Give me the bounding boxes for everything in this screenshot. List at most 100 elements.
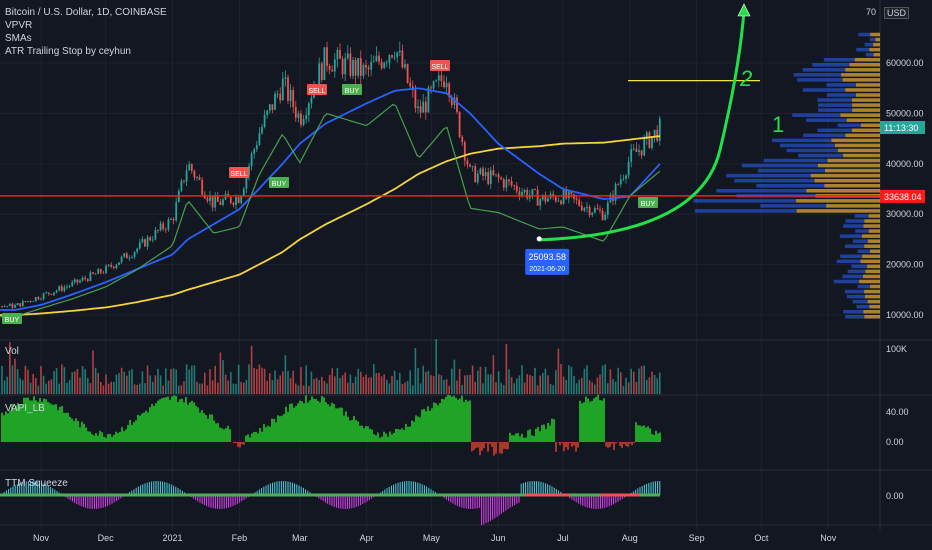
vapi-bar xyxy=(413,421,415,442)
volume-bar xyxy=(497,371,500,394)
volume-bar xyxy=(300,367,302,394)
indicator-atr[interactable]: ATR Trailing Stop by ceyhun xyxy=(5,46,131,57)
volume-bar xyxy=(6,376,8,394)
candle-body xyxy=(619,179,622,185)
vapi-bar xyxy=(19,404,21,442)
candle-body xyxy=(372,60,375,62)
vapi-bar xyxy=(91,434,93,442)
indicator-vpvr[interactable]: VPVR xyxy=(5,20,33,31)
time-tick-label: Aug xyxy=(622,533,638,543)
volume-bar xyxy=(555,370,557,394)
vpvr-bar xyxy=(826,93,857,97)
vapi-bar xyxy=(205,415,207,442)
candle-body xyxy=(544,194,547,202)
signal-buy-badge xyxy=(342,84,362,95)
time-tick-label: Feb xyxy=(232,533,248,543)
vapi-bar xyxy=(349,420,351,442)
vpvr-bar xyxy=(817,98,852,102)
vapi-bar xyxy=(375,435,377,442)
candle-body xyxy=(310,97,313,104)
vapi-bar xyxy=(241,442,243,445)
volume-bar xyxy=(360,371,362,394)
candle-body xyxy=(222,199,224,205)
vapi-bar xyxy=(385,433,387,442)
signal-sell-badge xyxy=(430,60,450,71)
vpvr-bar xyxy=(812,63,850,67)
vpvr-bar xyxy=(867,299,880,304)
vapi-bar xyxy=(489,442,491,444)
price-tick-label: 20000.00 xyxy=(886,260,924,270)
candle-body xyxy=(419,106,422,113)
candle-body xyxy=(596,208,599,210)
vpvr-bar xyxy=(734,178,815,183)
candle-body xyxy=(456,97,458,112)
volume-bar xyxy=(451,368,453,394)
volume-bar xyxy=(305,365,307,394)
volume-bar xyxy=(534,367,536,394)
vapi-bar xyxy=(219,427,221,442)
vapi-bar xyxy=(425,411,427,442)
candle-body xyxy=(21,301,24,307)
candle-body xyxy=(471,166,474,167)
vapi-bar xyxy=(105,437,107,442)
vpvr-bar xyxy=(851,98,880,102)
vpvr-bar xyxy=(864,315,880,319)
vapi-bar xyxy=(363,428,365,442)
vpvr-bar xyxy=(864,219,880,223)
top-price-tick: 70 xyxy=(866,7,877,17)
vapi-bar xyxy=(657,433,659,442)
volume-bar xyxy=(349,374,352,394)
volume-bar xyxy=(219,352,222,394)
vapi-bar xyxy=(431,408,433,442)
vpvr-bar xyxy=(869,304,880,309)
vapi-bar xyxy=(139,415,141,442)
candle-body xyxy=(435,80,438,82)
volume-bar xyxy=(55,368,58,394)
candle-body xyxy=(279,93,282,101)
vapi-bar xyxy=(445,396,447,442)
vpvr-bar xyxy=(844,289,865,294)
candle-body xyxy=(92,272,94,274)
candle-body xyxy=(466,160,469,165)
candle-body xyxy=(167,219,170,230)
candle-body xyxy=(300,113,302,125)
vapi-bar xyxy=(447,394,449,442)
vapi-bar xyxy=(361,425,363,442)
vapi-bar xyxy=(379,437,381,442)
vapi-pane xyxy=(1,394,661,456)
vapi-bar xyxy=(175,395,177,442)
candle-body xyxy=(294,106,297,118)
volume-bar xyxy=(380,376,383,394)
indicator-smas[interactable]: SMAs xyxy=(5,33,32,44)
candle-body xyxy=(354,60,357,76)
candle-body xyxy=(172,219,175,221)
volume-bar xyxy=(224,374,227,394)
vpvr-bar xyxy=(845,88,880,92)
vapi-bar xyxy=(143,412,145,442)
candle-body xyxy=(136,248,139,252)
candle-body xyxy=(159,223,162,231)
currency-selector[interactable]: USD xyxy=(884,7,910,19)
volume-bar xyxy=(336,367,339,394)
candle-body xyxy=(144,239,146,247)
vapi-bar xyxy=(647,426,649,442)
candle-body xyxy=(588,206,591,216)
volume-bar xyxy=(513,383,515,394)
vapi-bar xyxy=(279,416,281,442)
volume-bar xyxy=(211,380,214,394)
vapi-bar xyxy=(131,424,133,442)
candle-body xyxy=(653,129,656,137)
candle-body xyxy=(482,168,484,177)
vapi-bar xyxy=(377,432,379,442)
vapi-bar xyxy=(585,396,587,442)
candle-body xyxy=(476,173,479,183)
low-point-marker xyxy=(536,236,542,242)
vapi-bar xyxy=(637,425,639,442)
vapi-bar xyxy=(461,395,463,442)
candle-body xyxy=(261,126,263,134)
volume-bar xyxy=(235,384,237,394)
vapi-bar xyxy=(261,431,263,442)
vapi-bar xyxy=(495,442,497,454)
candle-body xyxy=(255,145,258,150)
